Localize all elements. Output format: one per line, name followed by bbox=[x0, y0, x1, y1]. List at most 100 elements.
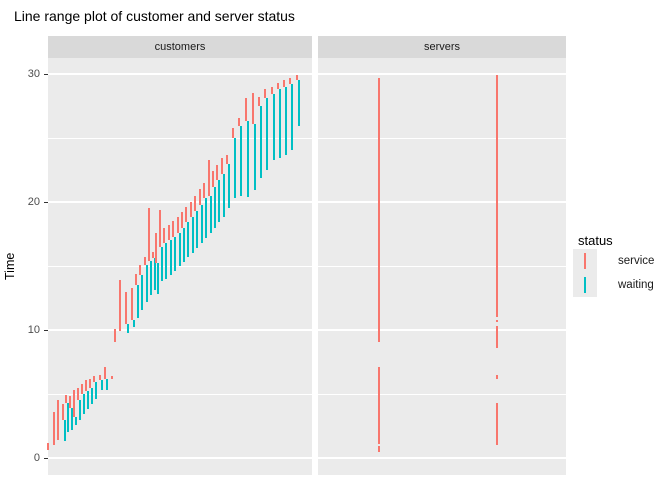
linerange-service bbox=[232, 127, 235, 138]
linerange-service bbox=[207, 159, 210, 196]
linerange-waiting bbox=[137, 285, 140, 319]
linerange-waiting bbox=[297, 80, 300, 127]
linerange-waiting bbox=[223, 173, 226, 218]
legend-key-glyph-waiting-icon bbox=[584, 277, 586, 293]
linerange-service bbox=[212, 171, 215, 187]
linerange-service bbox=[176, 217, 179, 233]
y-axis-title: Time bbox=[3, 252, 17, 280]
linerange-service bbox=[143, 257, 146, 265]
facet-strip-servers: servers bbox=[318, 36, 566, 58]
server-busy-segment bbox=[496, 326, 499, 348]
gridline-minor bbox=[318, 265, 566, 267]
linerange-waiting bbox=[234, 138, 237, 199]
server-busy-segment bbox=[496, 374, 499, 379]
gridline-major bbox=[48, 457, 312, 459]
gridline-major bbox=[48, 329, 312, 331]
linerange-waiting bbox=[165, 242, 168, 279]
linerange-waiting bbox=[278, 89, 281, 159]
linerange-service bbox=[135, 273, 138, 286]
linerange-waiting bbox=[178, 232, 181, 266]
facet-strip-customers: customers bbox=[48, 36, 312, 58]
linerange-service bbox=[167, 225, 170, 241]
gridline-minor bbox=[48, 393, 312, 395]
linerange-waiting bbox=[156, 263, 159, 295]
legend-item-label: service bbox=[618, 255, 655, 267]
linerange-service bbox=[185, 207, 188, 223]
linerange-service bbox=[225, 154, 228, 164]
linerange-service bbox=[65, 395, 68, 403]
linerange-waiting bbox=[227, 163, 230, 209]
linerange-service bbox=[73, 390, 76, 418]
linerange-service bbox=[180, 212, 183, 228]
y-tick-label: 10 bbox=[27, 323, 40, 336]
linerange-waiting bbox=[70, 408, 73, 430]
linerange-waiting bbox=[63, 419, 66, 442]
linerange-waiting bbox=[145, 264, 148, 302]
gridline-minor bbox=[318, 137, 566, 139]
linerange-waiting bbox=[205, 198, 208, 238]
linerange-service bbox=[276, 82, 279, 90]
gridline-major bbox=[318, 201, 566, 203]
linerange-waiting bbox=[149, 260, 152, 296]
linerange-waiting bbox=[285, 86, 288, 155]
linerange-service bbox=[251, 93, 254, 124]
y-tick-label: 20 bbox=[27, 195, 40, 208]
linerange-service bbox=[68, 395, 71, 409]
linerange-service bbox=[99, 374, 101, 380]
linerange-waiting bbox=[141, 274, 144, 310]
legend-key bbox=[573, 249, 597, 273]
linerange-service bbox=[203, 182, 206, 199]
facet-strip-customers-label: customers bbox=[154, 41, 206, 53]
linerange-service bbox=[172, 221, 175, 237]
linerange-waiting bbox=[75, 417, 78, 425]
linerange-waiting bbox=[87, 391, 90, 410]
linerange-service bbox=[104, 367, 107, 379]
linerange-service bbox=[110, 376, 113, 380]
linerange-service bbox=[130, 287, 133, 320]
linerange-waiting bbox=[106, 378, 109, 391]
gridline-major bbox=[48, 73, 312, 75]
linerange-service bbox=[216, 164, 219, 181]
y-tick-mark bbox=[44, 457, 48, 459]
linerange-service bbox=[81, 383, 84, 394]
linerange-waiting bbox=[153, 258, 156, 291]
linerange-waiting bbox=[246, 121, 249, 197]
gridline-major bbox=[318, 457, 566, 459]
legend-key-glyph-service-icon bbox=[584, 253, 586, 269]
linerange-service bbox=[85, 379, 88, 392]
server-busy-segment bbox=[496, 75, 499, 318]
linerange-service bbox=[244, 98, 247, 122]
linerange-waiting bbox=[191, 217, 194, 254]
linerange-service bbox=[119, 280, 122, 332]
linerange-waiting bbox=[196, 210, 199, 249]
legend-title: status bbox=[578, 233, 613, 248]
server-busy-segment bbox=[496, 319, 499, 323]
linerange-waiting bbox=[214, 186, 217, 228]
linerange-waiting bbox=[187, 222, 190, 258]
linerange-waiting bbox=[95, 382, 98, 400]
linerange-waiting bbox=[79, 400, 82, 420]
linerange-waiting bbox=[132, 319, 135, 328]
server-busy-segment bbox=[378, 367, 380, 444]
linerange-waiting bbox=[209, 195, 212, 233]
facet-strip-servers-label: servers bbox=[423, 41, 461, 53]
legend-key bbox=[573, 273, 597, 297]
y-tick-label: 0 bbox=[33, 451, 40, 464]
linerange-waiting bbox=[91, 387, 94, 405]
linerange-waiting bbox=[126, 323, 129, 333]
linerange-service bbox=[61, 404, 64, 420]
linerange-service bbox=[57, 400, 60, 441]
linerange-waiting bbox=[259, 106, 262, 178]
linerange-service bbox=[89, 378, 92, 388]
panel-customers bbox=[47, 58, 312, 475]
linerange-service bbox=[295, 75, 298, 81]
server-busy-segment bbox=[496, 402, 499, 446]
linerange-service bbox=[238, 117, 241, 127]
gridline-major bbox=[318, 73, 566, 75]
gridline-major bbox=[48, 201, 312, 203]
linerange-service bbox=[264, 89, 267, 99]
linerange-service bbox=[154, 232, 157, 264]
linerange-waiting bbox=[253, 123, 256, 191]
server-busy-segment bbox=[378, 446, 380, 452]
